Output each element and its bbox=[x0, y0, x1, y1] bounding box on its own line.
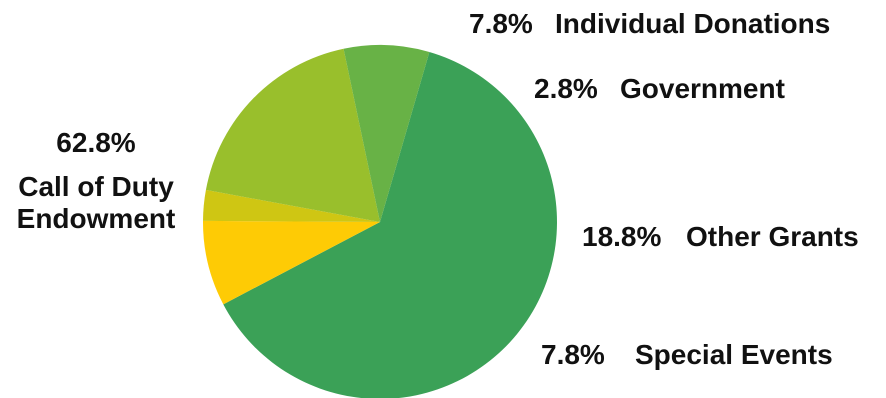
slice-name-label: Government bbox=[620, 73, 785, 104]
slice-percent-label: 62.8% bbox=[56, 127, 135, 158]
pie-slice-call-of-duty-endowment bbox=[223, 52, 557, 398]
slice-percent-label: 7.8% bbox=[469, 8, 533, 39]
slice-name-label: Special Events bbox=[635, 339, 833, 370]
label-government: 2.8% Government bbox=[534, 73, 785, 104]
pie-slice-government bbox=[203, 189, 380, 222]
slice-name-label: Other Grants bbox=[686, 221, 859, 252]
slice-percent-label: 7.8% bbox=[541, 339, 605, 370]
slice-name-label-line1: Call of Duty bbox=[18, 171, 174, 202]
pie-slices bbox=[202, 45, 557, 398]
slice-name-label-line2: Endowment bbox=[17, 203, 176, 234]
label-other-grants: 18.8% Other Grants bbox=[582, 221, 859, 252]
pie-slice-special-events bbox=[343, 45, 430, 222]
pie-slice-other-grants bbox=[205, 48, 380, 222]
slice-name-label: Individual Donations bbox=[555, 8, 830, 39]
label-individual-donations: 7.8% Individual Donations bbox=[469, 8, 830, 39]
label-call-of-duty-endowment: 62.8% Call of Duty Endowment bbox=[17, 127, 176, 234]
slice-percent-label: 2.8% bbox=[534, 73, 598, 104]
pie-slice-individual-donations bbox=[202, 220, 380, 305]
label-special-events: 7.8% Special Events bbox=[541, 339, 833, 370]
slice-percent-label: 18.8% bbox=[582, 221, 661, 252]
